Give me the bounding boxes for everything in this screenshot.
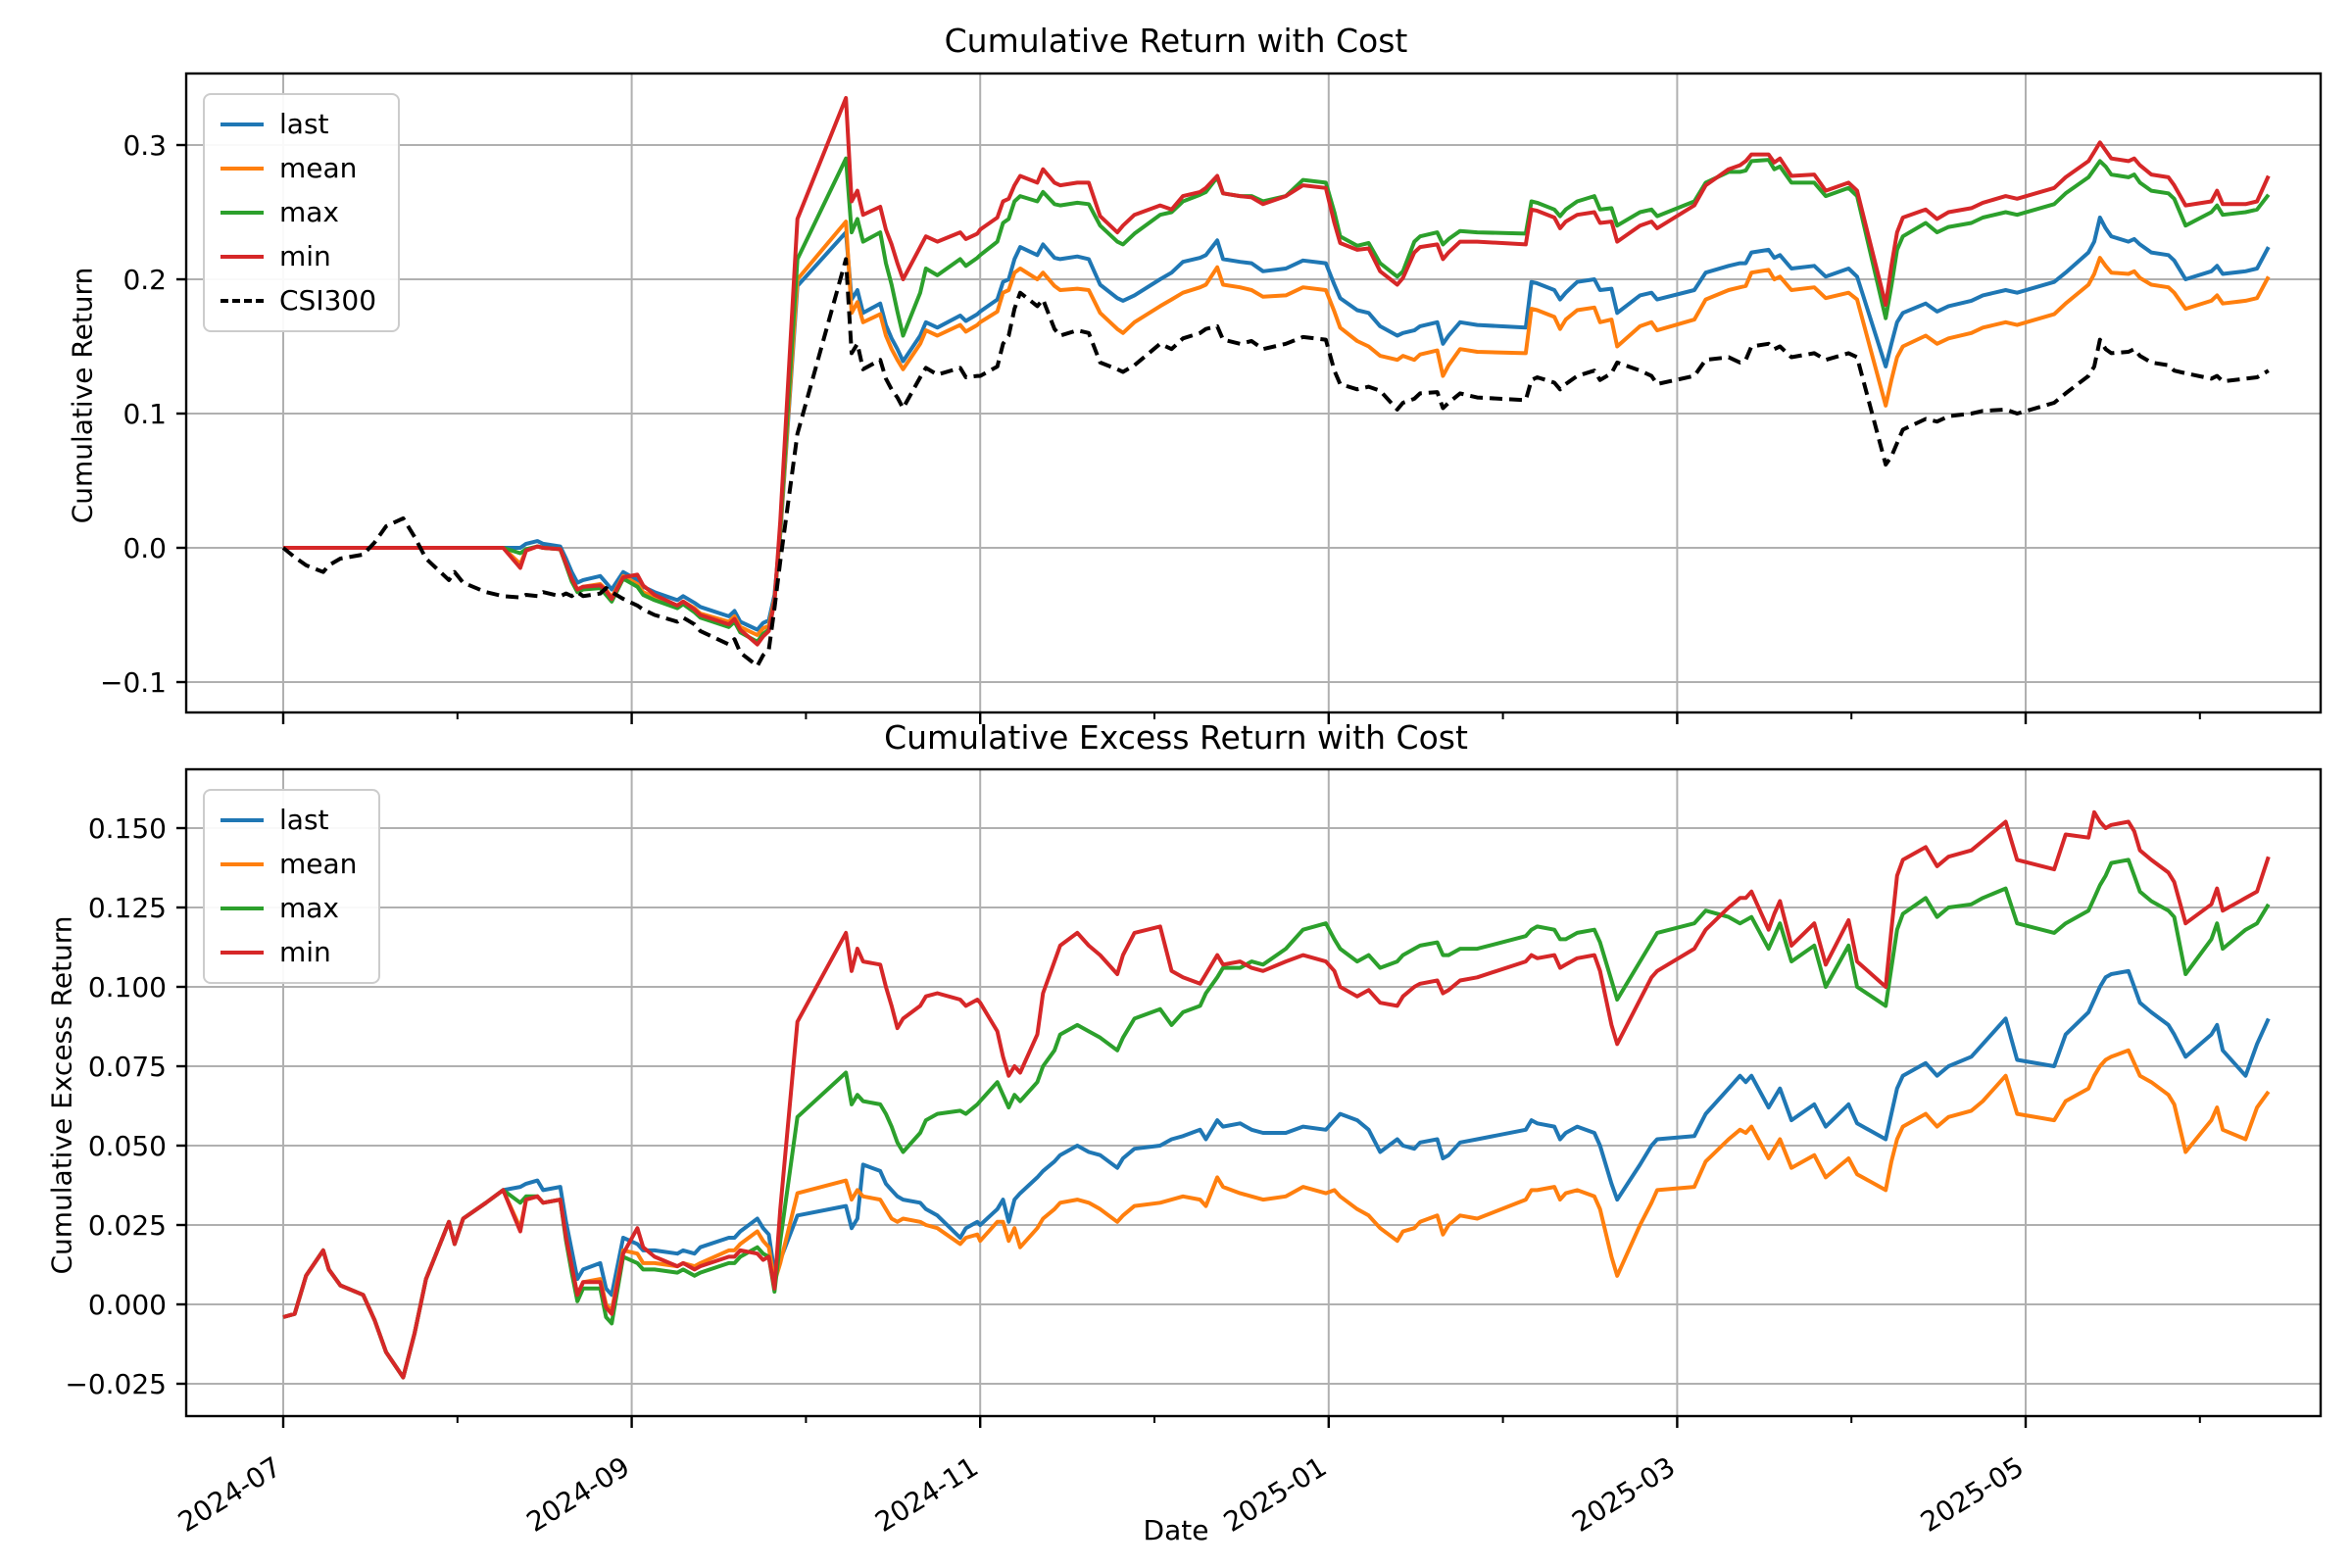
legend-label-max: max xyxy=(279,196,340,228)
bottom-chart-title: Cumulative Excess Return with Cost xyxy=(884,718,1468,757)
y-tick-label: 0.125 xyxy=(88,892,167,924)
legend-label-last: last xyxy=(279,108,329,140)
legend-label-min: min xyxy=(279,936,331,968)
y-tick-label: 0.000 xyxy=(88,1289,167,1321)
y-tick-label: 0.075 xyxy=(88,1051,167,1083)
legend-swatch-max-icon xyxy=(220,906,264,910)
legend-swatch-CSI300-icon xyxy=(220,299,264,303)
bottom-y-axis-label: Cumulative Excess Return xyxy=(45,915,78,1275)
y-tick-label: 0.050 xyxy=(88,1130,167,1162)
y-tick-label: 0.0 xyxy=(122,532,167,564)
y-tick-label: 0.2 xyxy=(122,264,167,296)
series-line-max xyxy=(283,156,2271,644)
legend-swatch-min-icon xyxy=(220,951,264,955)
top-chart-title: Cumulative Return with Cost xyxy=(944,22,1408,60)
legend-swatch-mean-icon xyxy=(220,862,264,866)
x-axis-label: Date xyxy=(1143,1514,1209,1546)
legend-swatch-mean-icon xyxy=(220,167,264,171)
legend-item-max: max xyxy=(220,891,357,926)
legend-item-last: last xyxy=(220,803,357,838)
legend-item-max: max xyxy=(220,195,376,230)
y-tick-label: 0.150 xyxy=(88,812,167,845)
y-tick-label: 0.100 xyxy=(88,971,167,1004)
legend-label-CSI300: CSI300 xyxy=(279,284,377,317)
y-tick-label: 0.025 xyxy=(88,1209,167,1242)
legend-item-min: min xyxy=(220,935,357,970)
legend-swatch-last-icon xyxy=(220,122,264,126)
legend-label-mean: mean xyxy=(279,152,358,184)
legend-label-min: min xyxy=(279,240,331,272)
series-line-min xyxy=(283,96,2271,647)
legend-item-mean: mean xyxy=(220,151,376,186)
y-tick-label: −0.025 xyxy=(65,1368,167,1400)
legend-item-mean: mean xyxy=(220,847,357,882)
top-legend: last mean max min CSI300 xyxy=(203,93,401,332)
series-line-max xyxy=(282,858,2271,1380)
legend-swatch-max-icon xyxy=(220,211,264,215)
legend-swatch-min-icon xyxy=(220,255,264,259)
legend-label-max: max xyxy=(279,892,340,924)
legend-item-min: min xyxy=(220,239,376,274)
series-line-min xyxy=(282,809,2271,1380)
legend-item-last: last xyxy=(220,107,376,142)
y-tick-label: −0.1 xyxy=(100,666,167,699)
top-y-axis-label: Cumulative Return xyxy=(66,267,99,524)
series-line-mean xyxy=(282,1048,2271,1380)
legend-label-mean: mean xyxy=(279,848,358,880)
series-line-last xyxy=(283,216,2271,632)
legend-swatch-last-icon xyxy=(220,818,264,822)
legend-label-last: last xyxy=(279,804,329,836)
y-tick-label: 0.1 xyxy=(122,398,167,430)
series-line-last xyxy=(282,968,2271,1380)
axes-frame xyxy=(184,72,2323,714)
y-tick-label: 0.3 xyxy=(122,129,167,162)
legend-item-CSI300: CSI300 xyxy=(220,283,376,318)
series-line-mean xyxy=(283,220,2271,637)
bottom-legend: last mean max min xyxy=(203,789,381,984)
axes-frame xyxy=(184,767,2323,1418)
series-line-CSI300 xyxy=(281,257,2270,668)
